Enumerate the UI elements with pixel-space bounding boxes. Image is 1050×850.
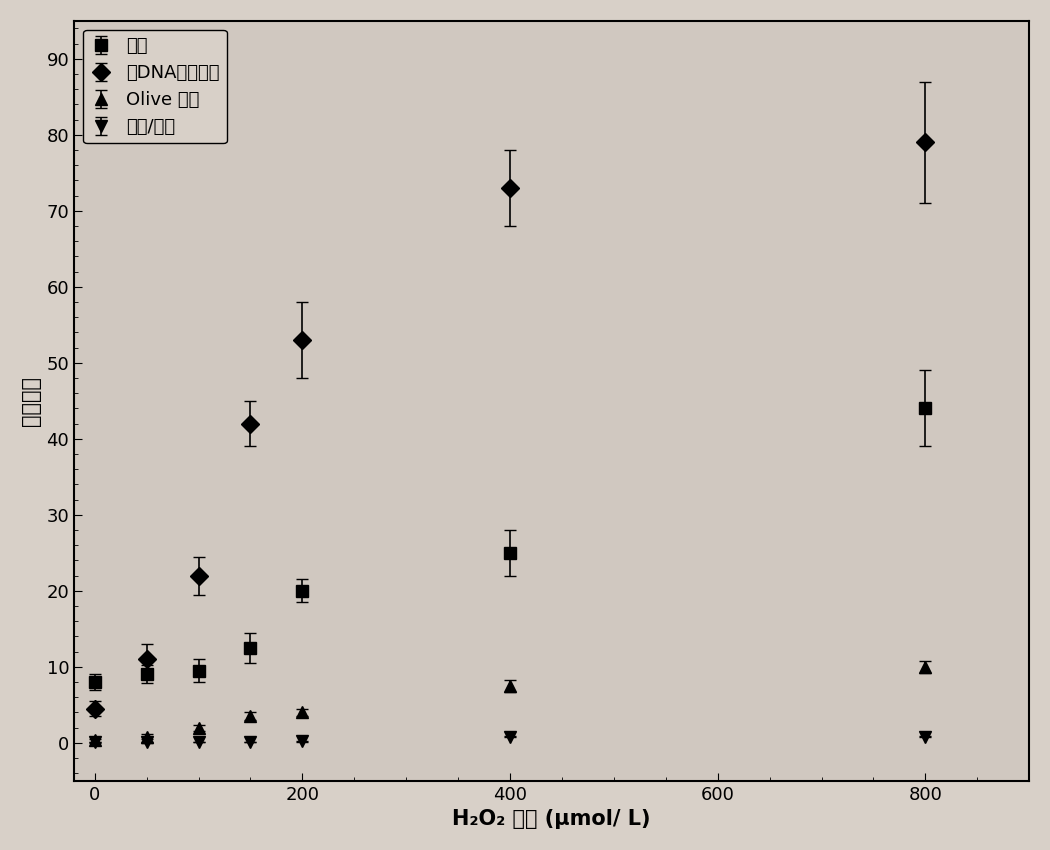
Legend: 尾长, 尾DNA百分含量, Olive 尾矩, 尾长/头长: 尾长, 尾DNA百分含量, Olive 尾矩, 尾长/头长 [83,30,227,144]
Y-axis label: 相对单位: 相对单位 [21,376,41,426]
X-axis label: H₂O₂ 浓度 (μmol/ L): H₂O₂ 浓度 (μmol/ L) [453,809,651,829]
